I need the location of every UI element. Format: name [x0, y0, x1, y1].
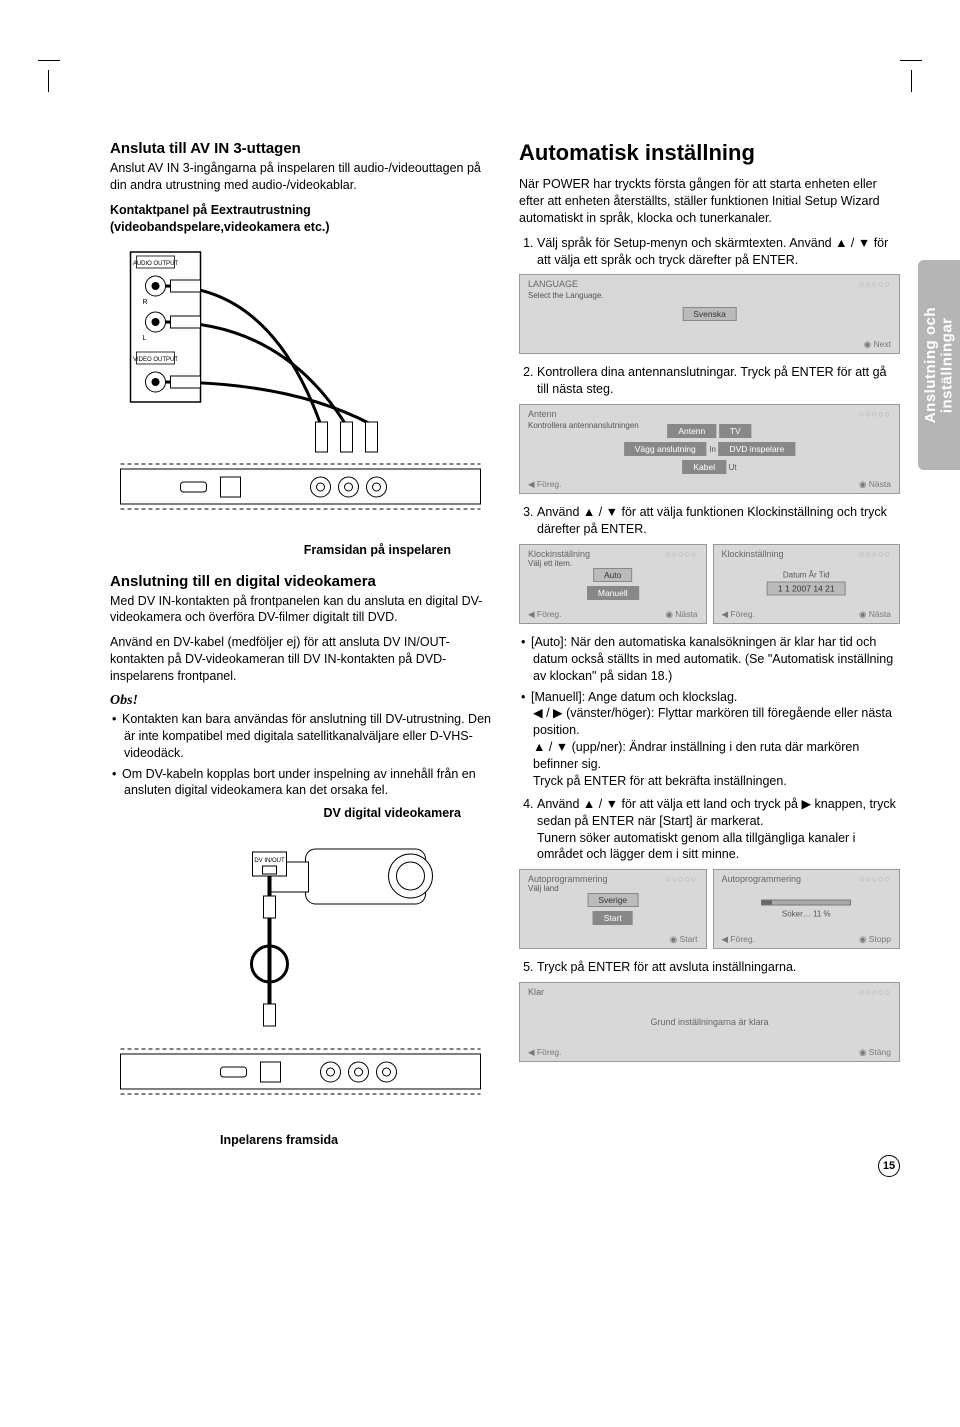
dv-port-label: DV IN/OUT [254, 858, 285, 864]
bullet-item: [Manuell]: Ange datum och klockslag. ◀ /… [533, 689, 900, 790]
obs-heading: Obs! [110, 693, 491, 709]
obs-list: Kontakten kan bara användas för anslutni… [110, 711, 491, 799]
svg-text:L: L [143, 335, 147, 342]
page-number: 15 [878, 1155, 900, 1177]
step-item: Tryck på ENTER för att avsluta inställni… [537, 959, 900, 976]
clock-bullets: [Auto]: När den automatiska kanalsökning… [519, 634, 900, 790]
steps-list: Använd ▲ / ▼ för att välja ett land och … [519, 796, 900, 864]
av-connector-diagram: AUDIO OUTPUT R L VIDEO OUTPUT [110, 244, 491, 524]
side-tab: Anslutning och inställningar [918, 260, 960, 470]
steps-list: Använd ▲ / ▼ för att välja funktionen Kl… [519, 504, 900, 538]
steps-list: Kontrollera dina antennanslutningar. Try… [519, 364, 900, 398]
ui-clock-auto: Klockinställning Välj ett item. Auto Man… [519, 544, 707, 624]
ui-language: LANGUAGE Select the Language. Svenska ◉ … [519, 274, 900, 354]
bullet-item: [Auto]: När den automatiska kanalsökning… [533, 634, 900, 685]
svg-text:R: R [143, 299, 148, 306]
dv-camera-diagram: DV IN/OUT [110, 834, 491, 1114]
left-para-1: Anslut AV IN 3-ingångarna på inspelaren … [110, 160, 491, 194]
step-item: Använd ▲ / ▼ för att välja ett land och … [537, 796, 900, 864]
right-main-title: Automatisk inställning [519, 140, 900, 166]
left-heading-1: Ansluta till AV IN 3-uttagen [110, 140, 491, 157]
ui-antenna: Antenn Kontrollera antennanslutningen An… [519, 404, 900, 494]
obs-item: Kontakten kan bara användas för anslutni… [124, 711, 491, 762]
right-column: Automatisk inställning När POWER har try… [519, 140, 900, 1147]
obs-item: Om DV-kabeln kopplas bort under inspelni… [124, 766, 491, 800]
step-item: Använd ▲ / ▼ för att välja funktionen Kl… [537, 504, 900, 538]
ui-autoprog-scan: Autoprogrammering Söker… 11 % ◀ Föreg.◉ … [713, 869, 901, 949]
side-tab-label: Anslutning och inställningar [923, 307, 956, 423]
left-para-3: Med DV IN-kontakten på frontpanelen kan … [110, 593, 491, 627]
caption-front-2: Inpelarens framsida [220, 1133, 491, 1147]
steps-list: Välj språk för Setup-menyn och skärmtext… [519, 235, 900, 269]
step-item: Välj språk för Setup-menyn och skärmtext… [537, 235, 900, 269]
step-item: Kontrollera dina antennanslutningar. Try… [537, 364, 900, 398]
left-heading-2: Anslutning till en digital videokamera [110, 573, 491, 590]
ui-autoprog-country: Autoprogrammering Välj land Sverige Star… [519, 869, 707, 949]
dv-cam-label: DV digital videokamera [110, 805, 461, 822]
caption-front-1: Framsidan på inspelaren [110, 543, 451, 557]
video-output-label: VIDEO OUTPUT [133, 357, 178, 363]
steps-list: Tryck på ENTER för att avsluta inställni… [519, 959, 900, 976]
ui-clock-manual: Klockinställning Datum År Tid 1 1 2007 1… [713, 544, 901, 624]
left-para-4: Använd en DV-kabel (medföljer ej) för at… [110, 634, 491, 685]
ui-autoprog-pair: Autoprogrammering Välj land Sverige Star… [519, 869, 900, 949]
right-para-1: När POWER har tryckts första gången för … [519, 176, 900, 227]
left-para-2: Kontaktpanel på Eextrautrustning (videob… [110, 202, 491, 236]
ui-done: Klar Grund inställningarna är klara ◀ Fö… [519, 982, 900, 1062]
audio-output-label: AUDIO OUTPUT [133, 261, 179, 267]
left-column: Ansluta till AV IN 3-uttagen Anslut AV I… [110, 140, 491, 1147]
ui-clock-pair: Klockinställning Välj ett item. Auto Man… [519, 544, 900, 624]
